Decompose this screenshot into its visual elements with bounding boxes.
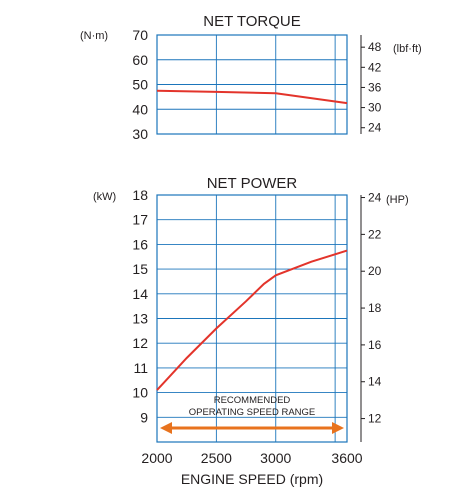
torque-right-tick-label: 24 — [368, 121, 382, 135]
torque-y-tick-label: 70 — [132, 27, 148, 43]
power-x-tick-label: 3000 — [260, 450, 291, 466]
torque-left-unit: (N·m) — [80, 30, 108, 42]
power-y-tick-label: 10 — [132, 385, 148, 401]
power-y-tick-label: 18 — [132, 187, 148, 203]
power-y-tick-label: 17 — [132, 212, 148, 228]
range-annotation-line2: OPERATING SPEED RANGE — [189, 407, 316, 418]
power-left-unit: (kW) — [93, 191, 116, 203]
power-plot: 9 10 11 12 13 14 15 16 17 18 12 14 16 18 20 22 24 2000 250… — [132, 187, 381, 466]
power-x-tick-label: 2000 — [141, 450, 172, 466]
power-y-tick-label: 13 — [132, 311, 148, 327]
x-axis-label: ENGINE SPEED (rpm) — [181, 471, 323, 487]
torque-frame — [156, 34, 348, 135]
power-right-tick-label: 12 — [368, 412, 382, 426]
power-y-tick-label: 12 — [132, 335, 148, 351]
power-frame — [156, 194, 348, 443]
torque-right-tick-label: 30 — [368, 101, 382, 115]
torque-series-line — [156, 89, 348, 105]
range-annotation-line1: RECOMMENDED — [214, 395, 291, 406]
torque-y-tick-label: 40 — [132, 101, 148, 117]
torque-right-unit: (lbf·ft) — [393, 43, 422, 55]
power-y-tick-label: 14 — [132, 286, 148, 302]
power-x-tick-label: 2500 — [201, 450, 232, 466]
torque-y-tick-label: 50 — [132, 77, 148, 93]
power-right-tick-label: 16 — [368, 338, 382, 352]
torque-right-tick-label: 48 — [368, 40, 382, 54]
torque-right-tick-label: 36 — [368, 80, 382, 94]
power-title: NET POWER — [207, 175, 298, 192]
power-right-tick-label: 14 — [368, 375, 382, 389]
torque-y-tick-label: 30 — [132, 126, 148, 142]
power-series-line — [156, 249, 348, 391]
power-right-tick-label: 20 — [368, 264, 382, 278]
range-arrow-right-head — [332, 422, 344, 434]
power-right-unit: (HP) — [386, 194, 409, 206]
torque-plot: 30 40 50 60 70 24 30 36 42 48 — [132, 27, 381, 142]
power-right-tick-label: 22 — [368, 227, 382, 241]
torque-right-tick-label: 42 — [368, 60, 382, 74]
power-x-tick-label: 3600 — [331, 450, 362, 466]
power-y-tick-label: 15 — [132, 261, 148, 277]
range-arrow-left-head — [160, 422, 172, 434]
power-y-tick-label: 9 — [140, 409, 148, 425]
power-y-tick-label: 11 — [133, 360, 148, 376]
torque-y-tick-label: 60 — [132, 52, 148, 68]
torque-title: NET TORQUE — [203, 13, 301, 30]
power-right-tick-label: 24 — [368, 191, 382, 205]
power-right-tick-label: 18 — [368, 301, 382, 315]
power-y-tick-label: 16 — [132, 236, 148, 252]
